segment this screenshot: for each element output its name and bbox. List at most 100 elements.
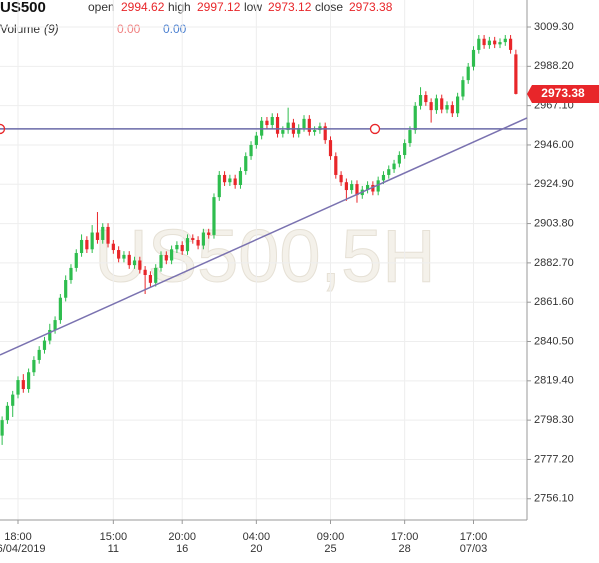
volume-value: 0.00 <box>117 22 141 36</box>
candle-body <box>196 239 200 246</box>
candle-body <box>482 38 486 46</box>
candle-body <box>487 40 491 46</box>
candle-body <box>397 155 401 164</box>
candle-body <box>350 184 354 191</box>
candle-body <box>339 174 343 183</box>
y-tick-label: 2840.50 <box>534 335 574 347</box>
candle-body <box>132 260 137 266</box>
candle-body <box>381 174 386 181</box>
candle-body <box>53 320 57 330</box>
candle-body <box>254 135 258 145</box>
candle-body <box>503 38 507 43</box>
candle-body <box>37 349 41 360</box>
candle-body <box>334 156 338 175</box>
candle-body <box>127 254 131 266</box>
y-tick-label: 2924.90 <box>534 178 574 190</box>
watermark: US500,5H <box>94 215 435 298</box>
candle-body <box>297 127 301 134</box>
candle-body <box>117 250 121 259</box>
candle-body <box>201 232 205 246</box>
candle-body <box>32 359 36 373</box>
candle-body <box>413 105 417 131</box>
candle-body <box>122 254 126 259</box>
candle-body <box>376 180 380 192</box>
candle-body <box>79 239 84 254</box>
candle-body <box>307 118 311 132</box>
candle-body <box>11 394 15 406</box>
candle-body <box>58 297 62 321</box>
candle-body <box>424 95 428 103</box>
candle-body <box>429 102 433 111</box>
candle-body <box>471 49 476 67</box>
candle-body <box>228 178 232 183</box>
candle-body <box>27 372 31 390</box>
candle-body <box>328 140 333 157</box>
candle-body <box>466 66 470 81</box>
x-tick-time: 17:00 <box>460 531 488 543</box>
candle-body <box>170 249 174 261</box>
line-handle <box>0 123 6 135</box>
candle-body <box>275 117 280 134</box>
header-value: 2997.12 <box>197 0 241 14</box>
candle-body <box>111 243 115 251</box>
candle-body <box>85 239 89 250</box>
candle-body <box>42 340 47 350</box>
candle-body <box>69 267 73 281</box>
candle-body <box>461 80 465 97</box>
header-value: 2973.38 <box>349 0 393 14</box>
candle-body <box>450 105 454 114</box>
volume-value: 0.00 <box>163 22 187 36</box>
y-tick-label: 2819.40 <box>534 375 574 387</box>
candle-body <box>365 185 370 190</box>
candle-body <box>249 144 253 157</box>
candle-body <box>148 274 153 283</box>
candle-body <box>403 143 407 156</box>
candle-body <box>64 280 68 298</box>
x-tick-date: 06/04/2019 <box>0 543 46 555</box>
candle-body <box>159 255 163 268</box>
candle-body <box>48 329 52 341</box>
y-tick-label: 2756.10 <box>534 493 574 505</box>
candle-body <box>477 38 481 50</box>
price-label-box <box>527 84 599 103</box>
candle-body <box>191 238 195 240</box>
candle-body <box>387 169 391 175</box>
y-tick-label: 2777.20 <box>534 453 574 465</box>
candle-body <box>355 184 359 196</box>
candle-body <box>445 105 449 110</box>
candle-body <box>408 130 412 144</box>
x-tick-time: 18:00 <box>4 531 32 543</box>
y-tick-label: 2861.60 <box>534 296 574 308</box>
candle-body <box>217 174 221 198</box>
header-label: close <box>315 0 343 14</box>
x-tick-date: 20 <box>250 543 262 555</box>
x-tick-time: 17:00 <box>391 531 419 543</box>
y-tick-label: 2903.80 <box>534 217 574 229</box>
candle-body <box>418 95 423 106</box>
y-tick-label: 2946.00 <box>534 139 574 151</box>
candle-body <box>371 185 375 192</box>
header-value: 2994.62 <box>121 0 165 14</box>
x-tick-time: 20:00 <box>168 531 196 543</box>
x-tick-time: 04:00 <box>243 531 271 543</box>
candle-body <box>440 98 444 110</box>
trend-line <box>0 117 528 356</box>
candle-body <box>74 253 78 268</box>
candle-body <box>185 238 190 252</box>
candle-body <box>212 197 216 235</box>
candle-body <box>265 120 269 126</box>
y-tick-label: 2882.70 <box>534 257 574 269</box>
candle-body <box>302 118 306 128</box>
candle-body <box>313 130 317 132</box>
candle-body <box>498 42 502 45</box>
candle-body <box>16 380 20 395</box>
candle-body <box>180 245 184 252</box>
y-tick-label: 3009.30 <box>534 21 574 33</box>
candle-body <box>207 232 211 235</box>
candle-body <box>244 156 248 172</box>
candle-body <box>233 178 237 186</box>
candle-body <box>434 98 439 111</box>
candle-body <box>514 54 518 94</box>
y-tick-label: 2798.30 <box>534 414 574 426</box>
